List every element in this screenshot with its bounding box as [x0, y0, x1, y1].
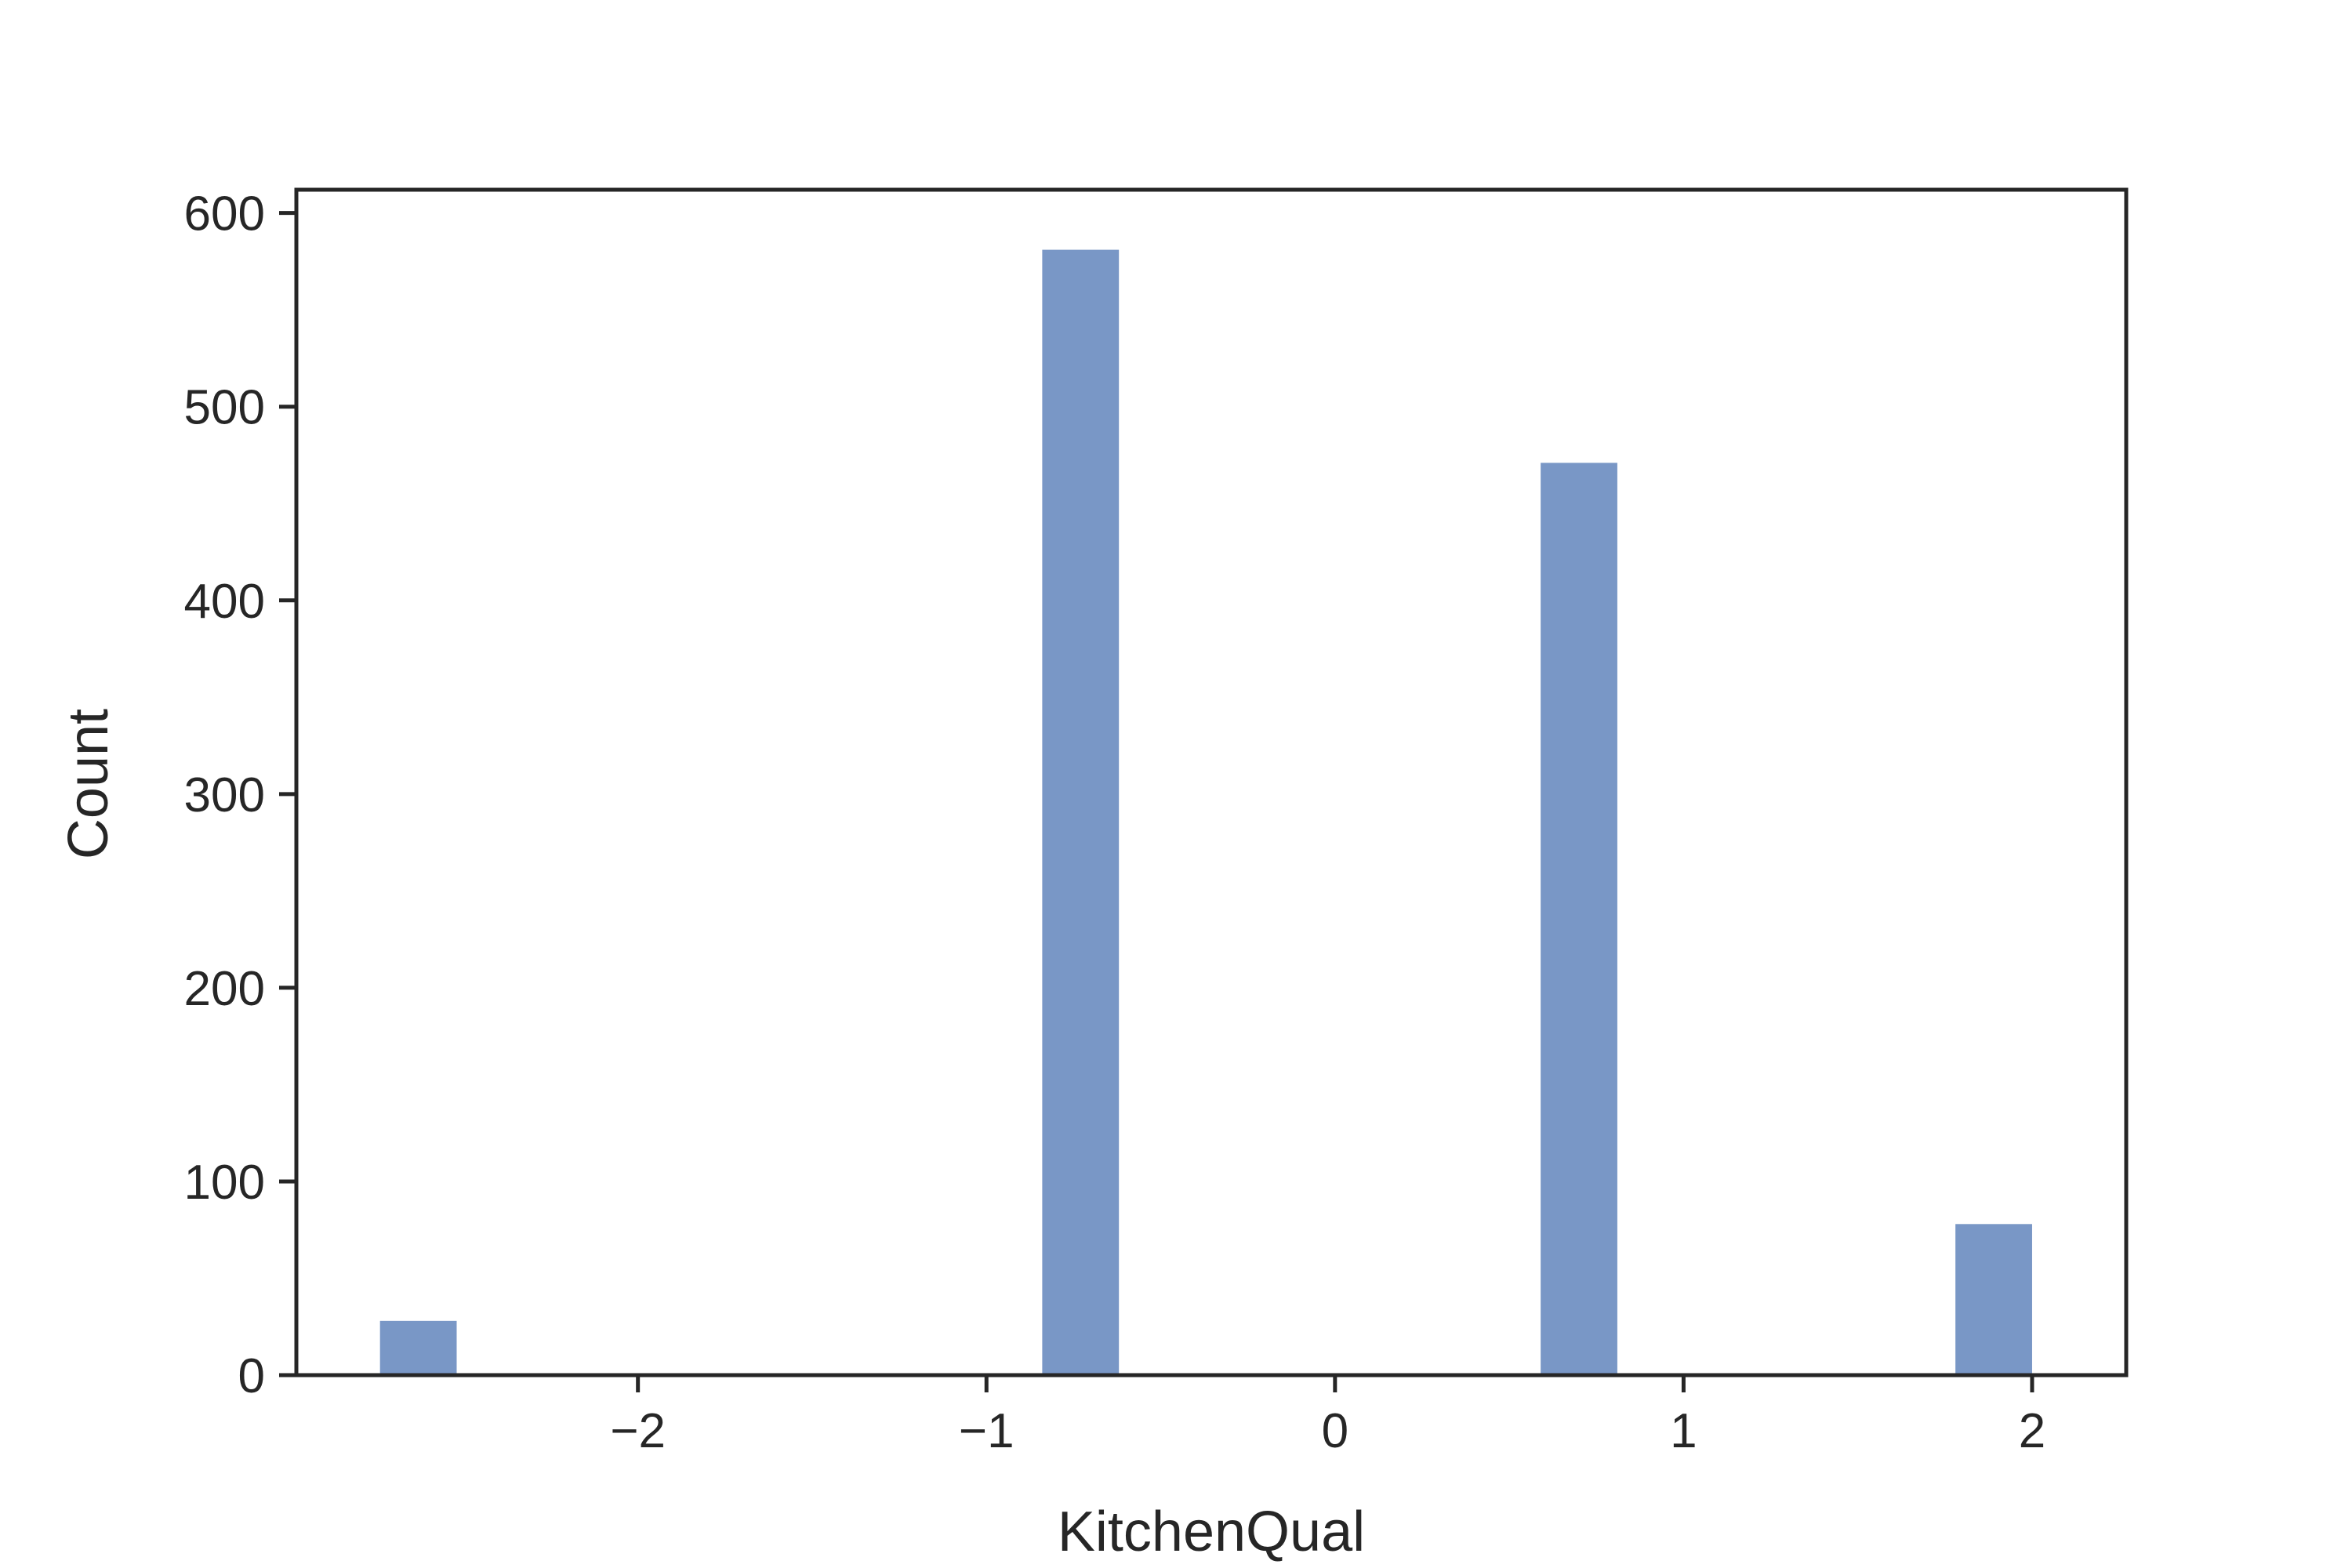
histogram-bar: [1955, 1224, 2032, 1375]
plot-frame: [294, 187, 2129, 1377]
x-tick-label: −2: [610, 1404, 666, 1458]
y-tick-label: 200: [184, 962, 265, 1016]
y-tick-label: 400: [184, 575, 265, 629]
y-tick-label: 600: [184, 187, 265, 241]
x-axis-title: KitchenQual: [1058, 1501, 1365, 1563]
y-axis-title: Count: [57, 709, 120, 859]
x-tick-label: 0: [1322, 1404, 1348, 1458]
y-tick-label: 500: [184, 381, 265, 435]
y-tick-label: 0: [238, 1349, 265, 1403]
histogram-bar: [379, 1320, 457, 1375]
bars-group: [379, 249, 2032, 1375]
y-axis: 0 100 200 300 400 500 600: [184, 187, 296, 1403]
y-tick-label: 300: [184, 768, 265, 822]
x-tick-label: 1: [1670, 1404, 1697, 1458]
y-tick-label: 100: [184, 1156, 265, 1210]
histogram-bar: [1042, 249, 1120, 1375]
histogram-bar: [1541, 463, 1617, 1375]
x-tick-label: −1: [959, 1404, 1014, 1458]
x-axis: −2 −1 0 1 2: [610, 1375, 2045, 1458]
x-tick-label: 2: [2019, 1404, 2045, 1458]
